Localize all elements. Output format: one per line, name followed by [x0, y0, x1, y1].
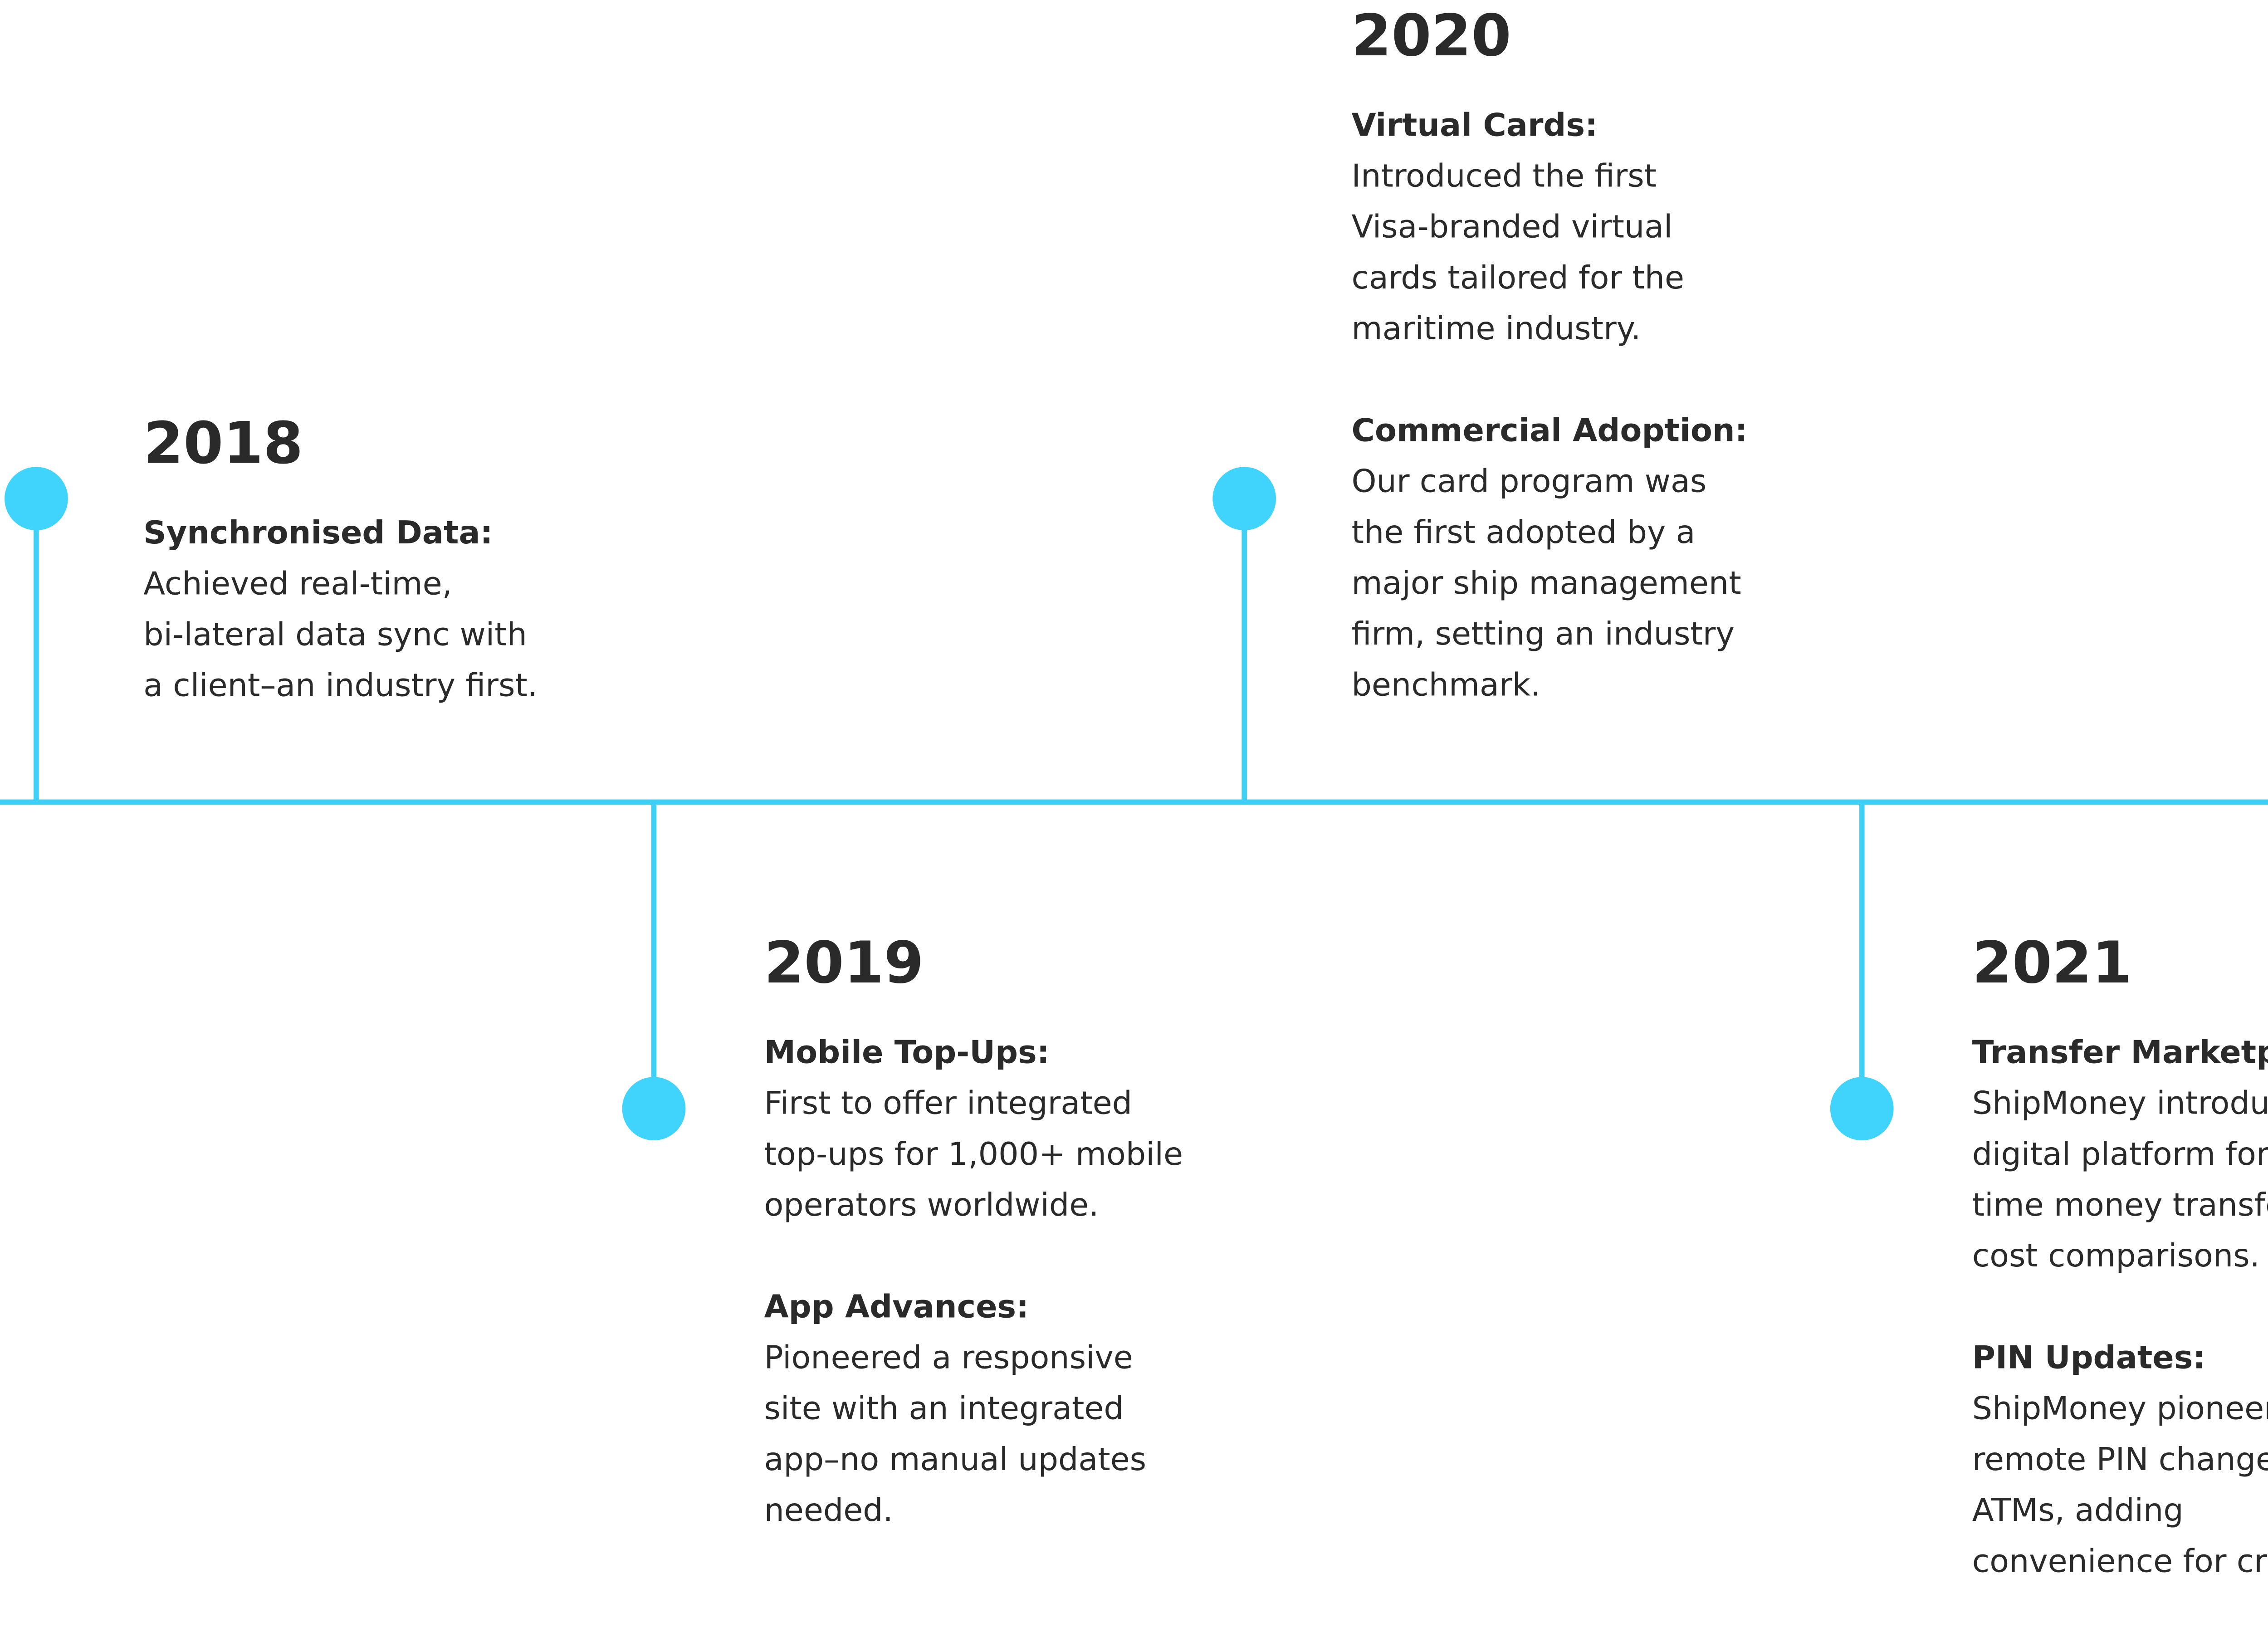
entry-text: maritime industry.: [1352, 310, 1641, 347]
entry-text: Pioneered a responsive: [764, 1339, 1133, 1376]
entry-text: cost comparisons.: [1972, 1237, 2260, 1274]
milestone-dot: [622, 1077, 686, 1141]
entry-text: ATMs, adding: [1972, 1492, 2184, 1529]
entry-text: Achieved real-time,: [143, 565, 452, 602]
year: 2020: [1352, 2, 1511, 69]
milestone-dot: [1212, 467, 1276, 531]
entry-heading: Mobile Top-Ups:: [764, 1034, 1050, 1070]
year: 2018: [143, 410, 303, 477]
entry-text: bi-lateral data sync with: [143, 616, 527, 653]
entry-text: Visa-branded virtual: [1352, 209, 1673, 245]
entry-text: site with an integrated: [764, 1390, 1124, 1427]
entry-text: First to offer integrated: [764, 1085, 1133, 1122]
milestone-dot: [4, 467, 68, 531]
entry-text: cards tailored for the: [1352, 259, 1685, 296]
entry-text: digital platform for real-: [1972, 1136, 2268, 1173]
milestone-dot: [1830, 1077, 1894, 1141]
entry-text: the first adopted by a: [1352, 514, 1696, 551]
entry-text: Introduced the first: [1352, 158, 1657, 195]
entry-text: a client–an industry first.: [143, 667, 538, 704]
entry-text: benchmark.: [1352, 666, 1541, 703]
entry-text: ShipMoney introduced a: [1972, 1085, 2268, 1122]
entry-text: app–no manual updates: [764, 1441, 1147, 1478]
entry-text: ShipMoney pioneered: [1972, 1390, 2268, 1427]
entry-heading: Virtual Cards:: [1352, 107, 1598, 143]
entry-heading: Synchronised Data:: [143, 514, 493, 551]
entry-heading: Transfer Marketplace:: [1972, 1034, 2268, 1070]
entry-heading: App Advances:: [764, 1288, 1029, 1325]
entry-text: needed.: [764, 1492, 893, 1529]
entry-text: time money transfer: [1972, 1187, 2268, 1223]
entry-heading: Commercial Adoption:: [1352, 412, 1748, 449]
entry-text: top-ups for 1,000+ mobile: [764, 1136, 1183, 1173]
entry-text: Our card program was: [1352, 463, 1707, 500]
entry-text: remote PIN changes via: [1972, 1441, 2268, 1478]
year: 2019: [764, 929, 924, 996]
entry-heading: PIN Updates:: [1972, 1339, 2206, 1376]
entry-text: major ship management: [1352, 565, 1741, 601]
entry-text: convenience for crew.: [1972, 1543, 2268, 1579]
year: 2021: [1972, 929, 2132, 996]
entry-text: operators worldwide.: [764, 1187, 1099, 1223]
entry-text: firm, setting an industry: [1352, 616, 1735, 652]
